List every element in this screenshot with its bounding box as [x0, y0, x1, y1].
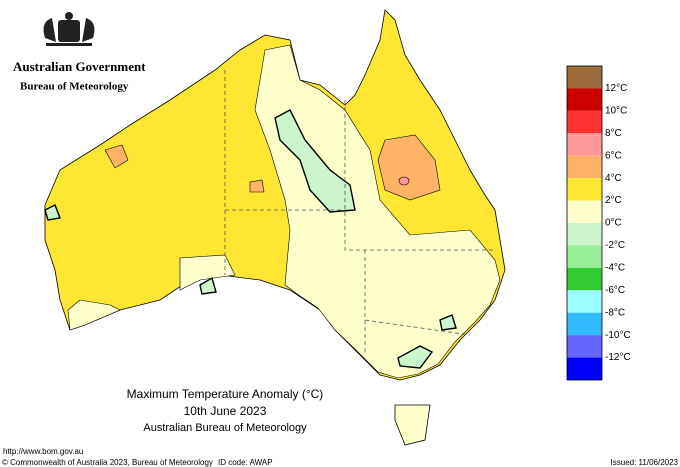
bureau-name: Bureau of Meteorology	[20, 81, 129, 93]
legend-swatch	[567, 88, 602, 111]
legend-label: -4°C	[605, 262, 625, 273]
legend-swatch	[567, 66, 602, 89]
warm-zone	[249, 179, 265, 193]
legend-label: 8°C	[605, 128, 622, 139]
state-borders	[224, 70, 495, 355]
legend-label: 10°C	[605, 105, 627, 116]
cool-zone	[44, 204, 61, 221]
warm-zone	[104, 144, 129, 169]
legend-swatch	[567, 267, 602, 291]
legend-swatch	[567, 223, 602, 246]
cool-zone	[397, 345, 434, 369]
australia-map	[44, 9, 506, 446]
legend-label: 6°C	[605, 150, 622, 161]
legend-swatch	[567, 178, 602, 201]
legend-label: 4°C	[605, 173, 622, 184]
legend-swatch	[567, 312, 602, 336]
cool-zone	[274, 109, 356, 213]
legend: 12°C 10°C 8°C 6°C 4°C 2°C 0°C -2°C -4°C -6°C -8°C -…	[566, 65, 631, 381]
neutral-zone	[179, 254, 236, 291]
copyright: © Commonwealth of Australia 2023, Bureau…	[2, 458, 213, 467]
neutral-zone	[254, 44, 501, 379]
hot-spot	[398, 176, 410, 186]
legend-label: -8°C	[605, 307, 625, 318]
legend-swatch	[567, 133, 602, 156]
cool-zone	[439, 314, 457, 331]
legend-label: -10°C	[605, 330, 631, 341]
id-code: ID code: AWAP	[218, 458, 273, 467]
legend-swatch	[567, 245, 602, 268]
legend-swatch	[567, 200, 602, 223]
legend-label: 2°C	[605, 195, 622, 206]
url[interactable]: http://www.bom.gov.au	[3, 447, 83, 456]
legend-frame	[566, 65, 603, 381]
legend-label: -6°C	[605, 285, 625, 296]
tasmania	[394, 404, 431, 446]
legend-label: 0°C	[605, 218, 622, 229]
legend-swatch	[567, 335, 602, 358]
government-name: Australian Government	[13, 59, 146, 74]
crest	[43, 12, 95, 46]
legend-swatch	[567, 110, 602, 134]
legend-label: 12°C	[605, 83, 627, 94]
legend-swatch	[567, 290, 602, 313]
neutral-zone	[67, 299, 121, 331]
issued: Issued: 11/06/2023	[611, 458, 679, 467]
cool-zone	[199, 276, 217, 295]
warm-zone	[377, 134, 441, 201]
map-date: 10th June 2023	[184, 404, 267, 418]
legend-label: -12°C	[605, 352, 631, 363]
legend-swatch	[567, 155, 602, 179]
legend-swatch	[567, 357, 602, 380]
legend-label: -2°C	[605, 240, 625, 251]
map-source: Australian Bureau of Meteorology	[143, 422, 307, 434]
map-title: Maximum Temperature Anomaly (°C)	[127, 387, 324, 401]
